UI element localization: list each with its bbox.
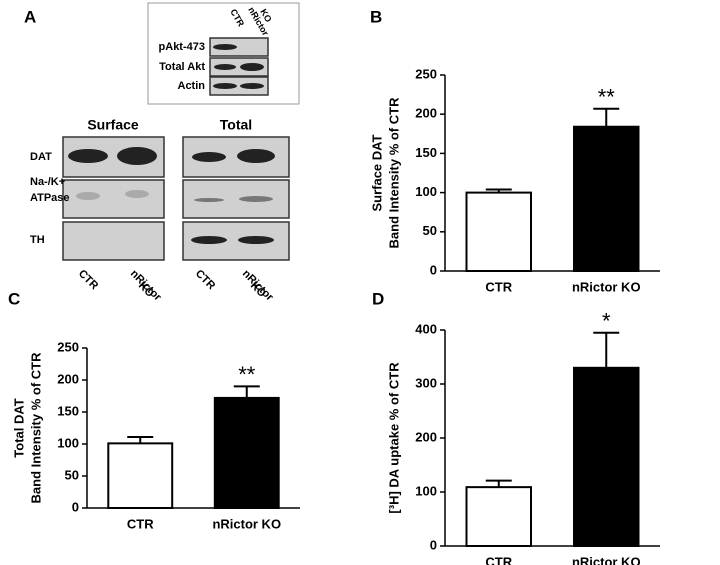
- y-tick-label: 50: [65, 467, 79, 482]
- y-axis-label: Surface DAT: [369, 134, 384, 211]
- group-label: Surface: [87, 117, 139, 133]
- y-tick-label: 0: [72, 499, 79, 514]
- lane-label: CTR: [76, 268, 101, 293]
- row-label: ATPase: [30, 192, 70, 204]
- blot-band: [68, 149, 108, 163]
- y-tick-label: 200: [415, 106, 437, 121]
- blot-band: [191, 236, 227, 244]
- y-tick-label: 200: [415, 429, 437, 444]
- row-label: DAT: [30, 151, 52, 163]
- y-tick-label: 0: [430, 262, 437, 277]
- bar: [213, 396, 280, 510]
- row-label: TH: [30, 234, 45, 246]
- blot-strip: [209, 37, 269, 57]
- blot-band: [213, 44, 237, 50]
- blot-band: [117, 147, 157, 165]
- row-label: Actin: [178, 80, 206, 92]
- blot-strip: [62, 221, 165, 261]
- y-axis-label: [³H] DA uptake % of CTR: [386, 362, 401, 514]
- significance-label: **: [238, 362, 256, 387]
- y-tick-label: 150: [415, 145, 437, 160]
- y-tick-label: 100: [415, 483, 437, 498]
- x-tick-label: CTR: [485, 279, 512, 294]
- y-tick-label: 200: [57, 371, 79, 386]
- y-tick-label: 300: [415, 375, 437, 390]
- y-tick-label: 100: [57, 435, 79, 450]
- blot-band: [213, 83, 237, 89]
- blot-band: [237, 149, 275, 163]
- row-label: Total Akt: [159, 61, 205, 73]
- blot-band: [239, 196, 273, 202]
- x-tick-label: CTR: [485, 554, 512, 565]
- bar: [573, 366, 640, 547]
- blot-band: [125, 190, 149, 198]
- y-tick-label: 250: [57, 339, 79, 354]
- panel-letter: A: [24, 7, 36, 26]
- y-tick-label: 150: [57, 403, 79, 418]
- row-label: pAkt-473: [159, 41, 205, 53]
- blot-strip: [209, 76, 269, 96]
- y-axis-label: Band Intensity % of CTR: [386, 97, 401, 249]
- blot-band: [214, 64, 236, 70]
- blot-band: [238, 236, 274, 244]
- y-axis-label: Band Intensity % of CTR: [28, 352, 43, 504]
- x-tick-label: CTR: [127, 516, 154, 531]
- panel-letter: C: [8, 289, 20, 308]
- bar: [465, 191, 532, 273]
- blot-images: [62, 2, 300, 261]
- blot-band: [76, 192, 100, 200]
- panel-letter: D: [372, 289, 384, 308]
- blot-band: [194, 198, 224, 202]
- bar: [465, 486, 532, 548]
- blot-band: [240, 63, 264, 71]
- x-tick-label: nRictor KO: [572, 279, 641, 294]
- y-tick-label: 0: [430, 537, 437, 552]
- panel-letter: B: [370, 7, 382, 26]
- y-tick-label: 50: [423, 223, 437, 238]
- group-label: Total: [220, 117, 252, 133]
- y-tick-label: 400: [415, 321, 437, 336]
- y-tick-label: 100: [415, 184, 437, 199]
- blot-band: [192, 152, 226, 162]
- blot-band: [240, 83, 264, 89]
- x-tick-label: nRictor KO: [212, 516, 281, 531]
- row-label: Na-/K+: [30, 176, 65, 188]
- y-tick-label: 250: [415, 66, 437, 81]
- x-tick-label: nRictor KO: [572, 554, 641, 565]
- bar: [107, 442, 174, 509]
- bar: [573, 125, 640, 272]
- significance-label: **: [598, 85, 616, 110]
- lane-label: CTR: [193, 268, 218, 293]
- blot-strip: [62, 179, 165, 219]
- blot-strip: [209, 57, 269, 77]
- significance-label: *: [602, 309, 611, 334]
- y-axis-label: Total DAT: [11, 398, 26, 458]
